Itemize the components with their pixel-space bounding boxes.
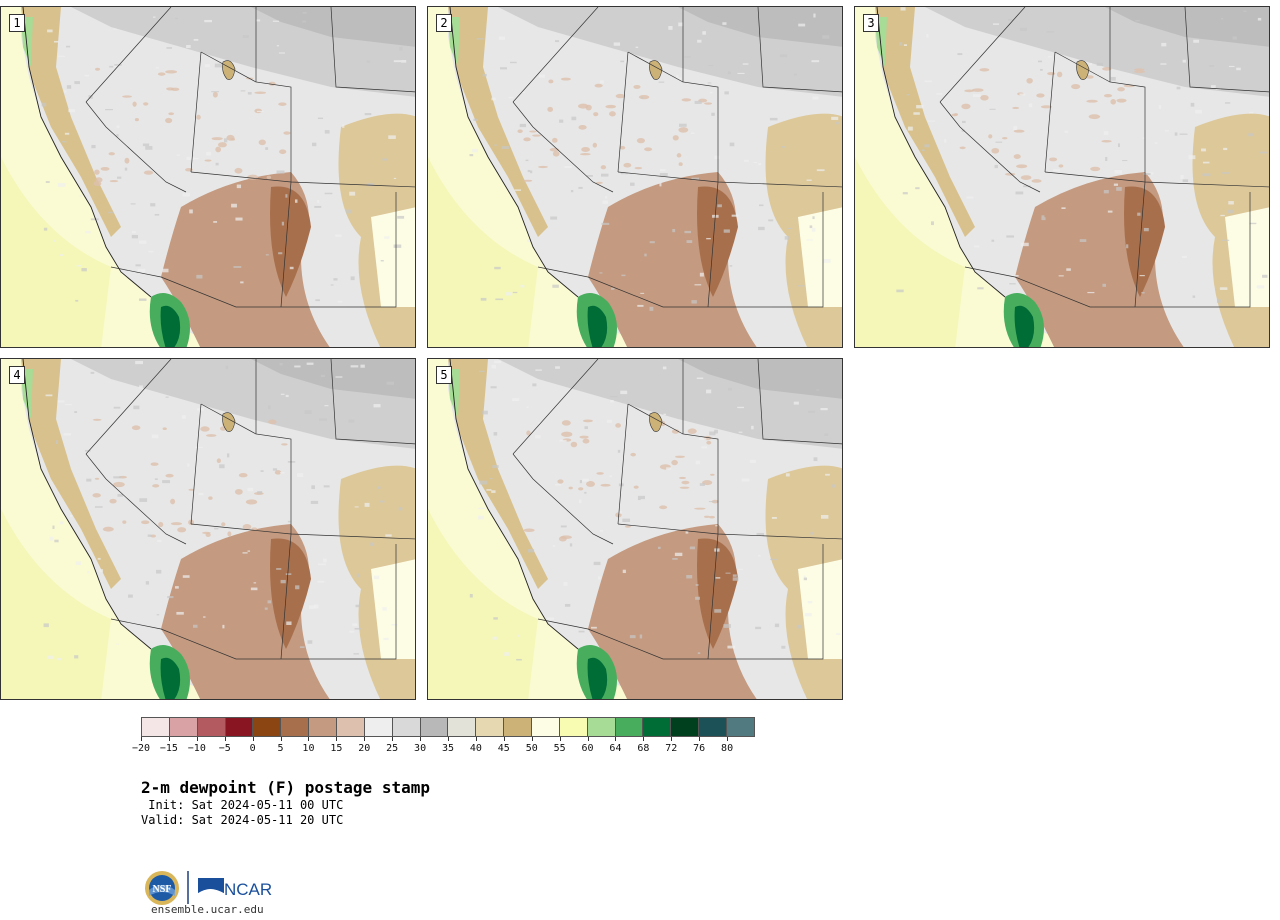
- init-time: Init: Sat 2024-05-11 00 UTC: [141, 798, 344, 812]
- colorbar-tick-label: 50: [525, 743, 538, 754]
- colorbar-swatch: [587, 718, 616, 736]
- colorbar: [141, 717, 755, 737]
- colorbar-tick: [392, 737, 394, 741]
- colorbar-tick: [448, 737, 449, 741]
- colorbar-tick: [503, 737, 505, 741]
- valid-time: Valid: Sat 2024-05-11 20 UTC: [141, 813, 344, 827]
- dewpoint-map: [428, 7, 842, 347]
- colorbar-tick: [420, 737, 422, 741]
- colorbar-tick-label: −20: [131, 743, 151, 754]
- colorbar-swatch: [671, 718, 700, 736]
- member-label: 1: [9, 14, 25, 32]
- colorbar-tick-label: 55: [553, 743, 566, 754]
- colorbar-tick-label: 72: [665, 743, 678, 754]
- colorbar-tick: [168, 737, 170, 741]
- colorbar-tick: [587, 737, 589, 741]
- colorbar-tick-label: 30: [414, 743, 427, 754]
- member-panel-1: 1: [0, 6, 416, 348]
- colorbar-swatch: [197, 718, 226, 736]
- colorbar-tick: [671, 737, 673, 741]
- nsf-ncar-logos: NSF NCAR: [145, 871, 272, 905]
- colorbar-swatch: [420, 718, 449, 736]
- colorbar-swatch: [225, 718, 254, 736]
- colorbar-swatch: [532, 718, 560, 736]
- ncar-logo-text: NCAR: [224, 880, 272, 899]
- member-panel-4: 4: [0, 358, 416, 700]
- colorbar-swatch: [281, 718, 310, 736]
- member-panel-2: 2: [427, 6, 843, 348]
- dewpoint-map: [1, 7, 415, 347]
- colorbar-tick-label: 76: [693, 743, 706, 754]
- member-panel-5: 5: [427, 358, 843, 700]
- title-block: 2-m dewpoint (F) postage stamp Init: Sat…: [141, 778, 430, 828]
- colorbar-tick: [141, 737, 142, 741]
- colorbar-tick-label: −15: [159, 743, 178, 754]
- dewpoint-map: [428, 359, 842, 699]
- colorbar-tick-label: 35: [441, 743, 455, 754]
- colorbar-tick-label: 0: [249, 743, 256, 754]
- colorbar-tick: [224, 737, 226, 741]
- colorbar-tick-label: 68: [637, 743, 650, 754]
- dewpoint-map: [1, 359, 415, 699]
- colorbar-swatch: [169, 718, 198, 736]
- colorbar-tick-label: −10: [187, 743, 206, 754]
- colorbar-swatch: [448, 718, 477, 736]
- colorbar-swatch: [142, 718, 170, 736]
- ncar-logo-icon: NCAR: [197, 878, 272, 899]
- colorbar-tick: [364, 737, 366, 741]
- colorbar-ticks: −20 −15 −10 −5 0 5 10 15 20 25 30 35 40 45 50 55 60 64 68 7…: [132, 737, 755, 757]
- colorbar-swatch: [253, 718, 282, 736]
- member-label: 4: [9, 366, 25, 384]
- colorbar-swatch: [337, 718, 365, 736]
- colorbar-tick: [559, 737, 561, 741]
- colorbar-tick: [196, 737, 198, 741]
- colorbar-swatch: [392, 718, 421, 736]
- colorbar-tick: [699, 737, 701, 741]
- colorbar-tick: [727, 737, 729, 741]
- colorbar-tick-label: 45: [497, 743, 510, 754]
- colorbar-swatch: [476, 718, 505, 736]
- colorbar-tick-label: 20: [358, 743, 371, 754]
- colorbar-tick: [280, 737, 282, 741]
- colorbar-tick: [531, 737, 533, 741]
- colorbar-tick: [252, 737, 254, 741]
- colorbar-tick-label: 64: [609, 743, 622, 754]
- dewpoint-map: [855, 7, 1269, 347]
- member-label: 5: [436, 366, 452, 384]
- colorbar-swatch: [309, 718, 338, 736]
- colorbar-tick: [308, 737, 310, 741]
- colorbar-swatch: [615, 718, 644, 736]
- colorbar-swatch: [504, 718, 533, 736]
- colorbar-tick: [643, 737, 645, 741]
- colorbar-tick: [475, 737, 477, 741]
- colorbar-tick-label: 15: [330, 743, 343, 754]
- nsf-logo-text: NSF: [153, 884, 172, 895]
- member-label: 2: [436, 14, 452, 32]
- footer-url[interactable]: ensemble.ucar.edu: [151, 903, 264, 916]
- product-title: 2-m dewpoint (F) postage stamp: [141, 778, 430, 797]
- colorbar-tick: [615, 737, 617, 741]
- colorbar-tick-label: 60: [581, 743, 594, 754]
- colorbar-swatch: [559, 718, 588, 736]
- colorbar-tick: [336, 737, 338, 741]
- colorbar-tick-label: −5: [218, 743, 231, 754]
- colorbar-swatch: [364, 718, 393, 736]
- member-label: 3: [863, 14, 879, 32]
- colorbar-tick-label: 10: [302, 743, 315, 754]
- colorbar-swatch: [699, 718, 728, 736]
- colorbar-tick-label: 25: [386, 743, 399, 754]
- colorbar-tick-label: 5: [277, 743, 284, 754]
- colorbar-swatch: [643, 718, 672, 736]
- nsf-logo-icon: NSF: [145, 871, 179, 905]
- member-panel-3: 3: [854, 6, 1270, 348]
- colorbar-swatch: [727, 718, 754, 736]
- colorbar-tick-label: 40: [469, 743, 482, 754]
- colorbar-tick-label: 80: [721, 743, 734, 754]
